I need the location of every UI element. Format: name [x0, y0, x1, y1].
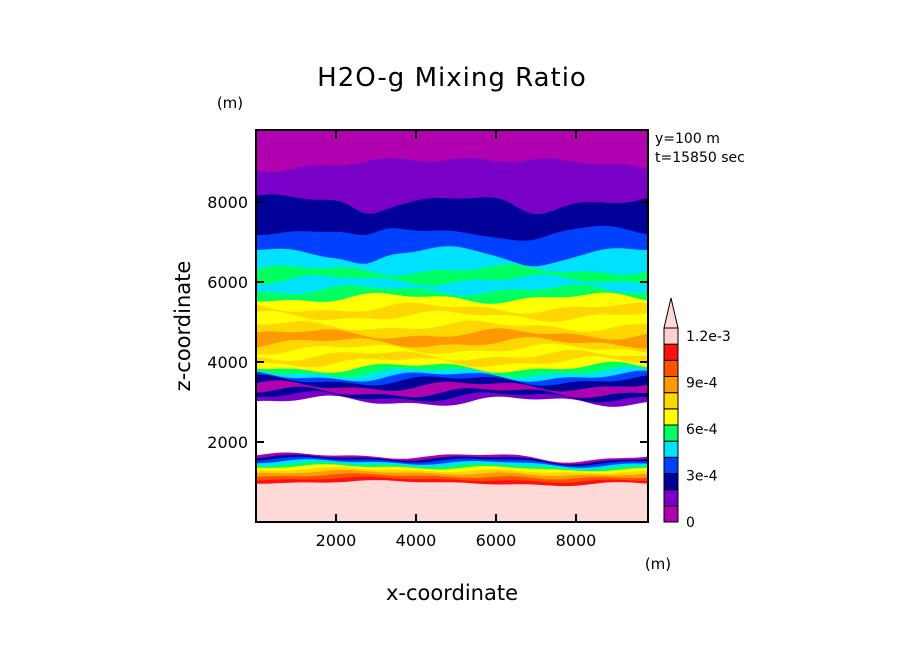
colorbar-extend-arrow — [663, 297, 679, 329]
x-axis-label: x-coordinate — [386, 581, 518, 605]
colorbar-swatch — [663, 489, 679, 507]
colorbar-swatch — [663, 424, 679, 442]
colorbar-swatch — [663, 376, 679, 394]
colorbar-label: 9e-4 — [686, 376, 718, 392]
colorbar-label: 6e-4 — [686, 422, 718, 438]
colorbar-swatch — [663, 408, 679, 426]
info-time: t=15850 sec — [655, 150, 745, 166]
colorbar-swatch — [663, 505, 679, 523]
x-tick-label: 6000 — [476, 531, 517, 550]
colorbar-swatch — [663, 440, 679, 458]
y-tick-label: 8000 — [207, 193, 248, 212]
chart-title: H2O-g Mixing Ratio — [317, 63, 587, 93]
colorbar-swatch — [663, 473, 679, 491]
colorbar: 0 3e-4 6e-4 9e-4 1.2e-3 — [663, 297, 731, 531]
colorbar-swatch — [663, 456, 679, 475]
y-axis-ticks: 2000 4000 6000 8000 — [207, 193, 648, 452]
colorbar-swatch — [663, 343, 679, 361]
colorbar-label: 0 — [686, 515, 695, 531]
contour-bands — [256, 130, 648, 523]
y-tick-label: 2000 — [207, 433, 248, 452]
x-tick-label: 4000 — [396, 531, 437, 550]
x-tick-label: 2000 — [316, 531, 357, 550]
colorbar-label: 1.2e-3 — [686, 329, 731, 345]
info-y-location: y=100 m — [655, 131, 720, 147]
y-tick-label: 4000 — [207, 353, 248, 372]
plot-frame — [255, 129, 649, 523]
x-axis-ticks: 2000 4000 6000 8000 — [316, 130, 597, 550]
y-unit-label: (m) — [217, 94, 243, 112]
contour-band-0 — [256, 480, 648, 522]
colorbar-label: 3e-4 — [686, 469, 718, 485]
y-axis-label: z-coordinate — [171, 261, 195, 392]
colorbar-swatch — [663, 392, 679, 410]
x-tick-label: 8000 — [556, 531, 597, 550]
colorbar-swatch — [663, 359, 679, 378]
y-tick-label: 6000 — [207, 273, 248, 292]
x-unit-label: (m) — [645, 555, 671, 573]
colorbar-swatch — [663, 327, 679, 345]
